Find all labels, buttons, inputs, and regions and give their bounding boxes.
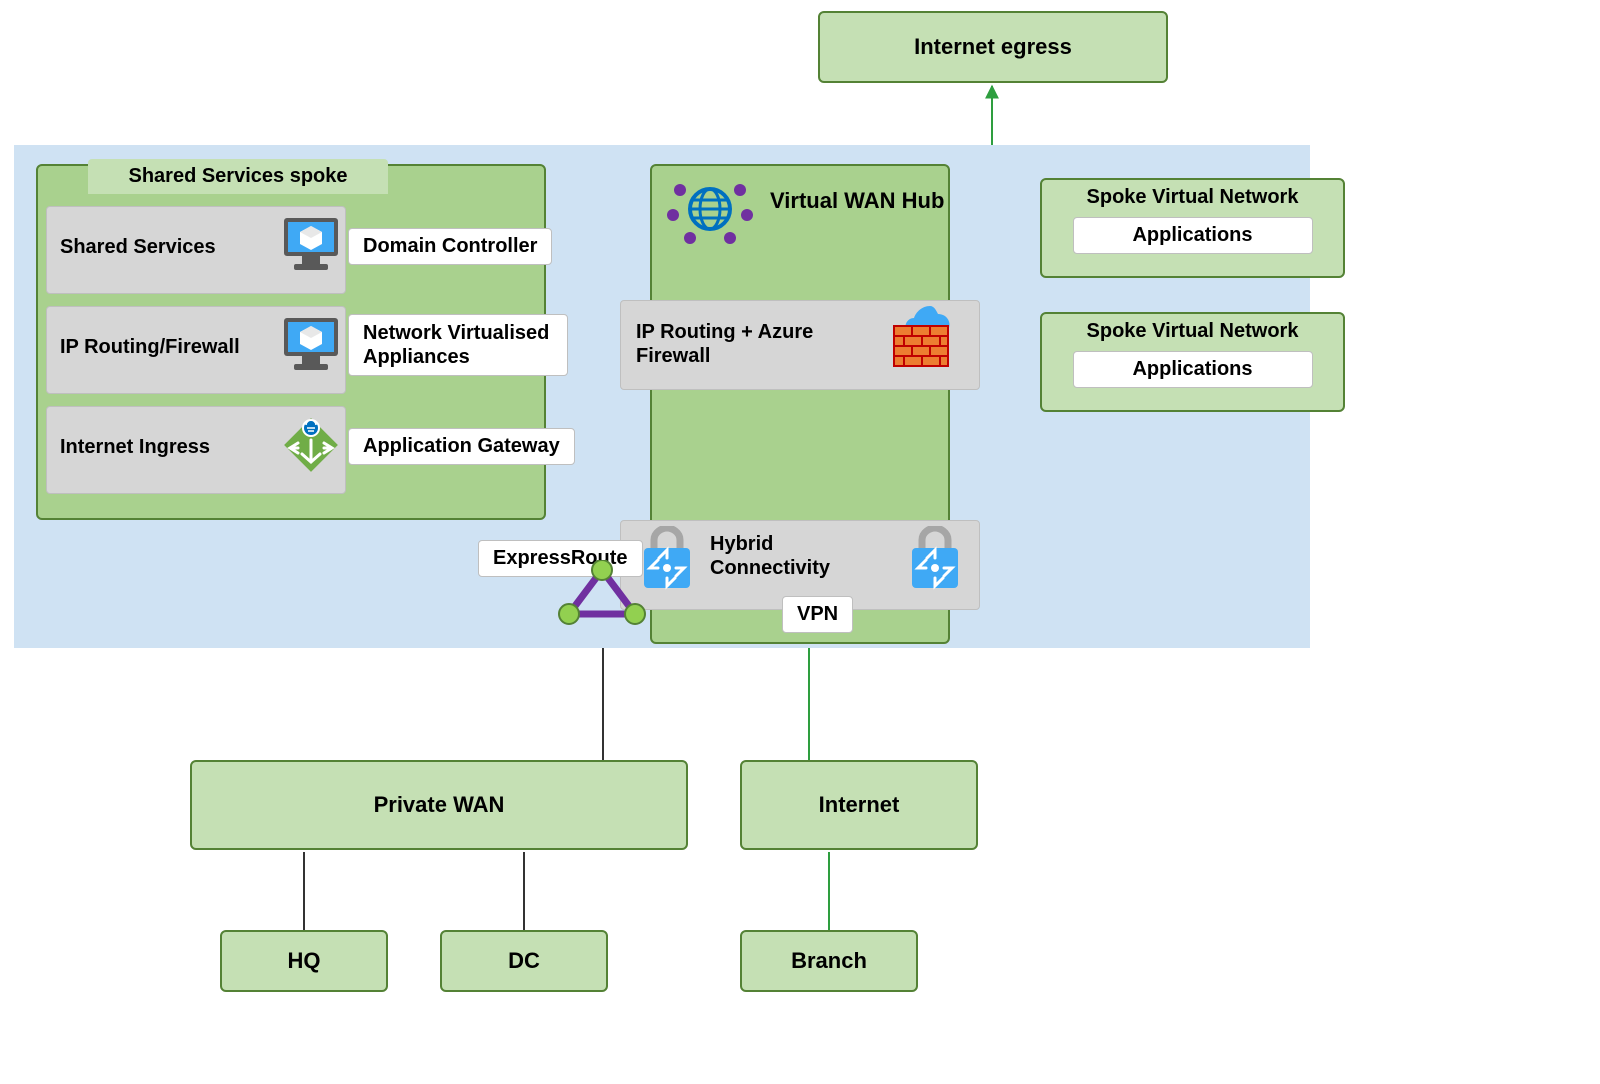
hub-hybrid-label: Hybrid Connectivity: [710, 532, 870, 580]
hub-firewall-label: IP Routing + Azure Firewall: [636, 320, 836, 368]
vpn-label-box: VPN: [782, 596, 853, 633]
internet-ingress-label: Internet Ingress: [60, 436, 210, 459]
spoke-vnet-2: Spoke Virtual Network Applications: [1040, 312, 1345, 412]
monitor-cube-icon: [278, 212, 344, 283]
vpn-label: VPN: [797, 603, 838, 626]
spoke-vnet-1-title: Spoke Virtual Network: [1087, 186, 1299, 209]
globe-icon: [665, 170, 755, 253]
spoke-vnet-2-title: Spoke Virtual Network: [1087, 320, 1299, 343]
dc-label: DC: [508, 948, 540, 974]
nva-label: Network Virtualised Appliances: [363, 321, 553, 369]
spoke-vnet-1: Spoke Virtual Network Applications: [1040, 178, 1345, 278]
app-gateway-label: Application Gateway: [363, 435, 560, 458]
hq-box: HQ: [220, 930, 388, 992]
domain-controller-label: Domain Controller: [363, 235, 537, 258]
hub-title: Virtual WAN Hub: [770, 188, 944, 214]
monitor-cube-icon-2: [278, 312, 344, 383]
spoke-vnet-2-apps-label: Applications: [1132, 358, 1252, 381]
spoke-vnet-1-apps-label: Applications: [1132, 224, 1252, 247]
domain-controller-label-box: Domain Controller: [348, 228, 552, 265]
nva-label-box: Network Virtualised Appliances: [348, 314, 568, 376]
spoke-vnet-2-apps: Applications: [1073, 351, 1313, 388]
ip-routing-label: IP Routing/Firewall: [60, 336, 240, 359]
app-gateway-icon: [276, 410, 346, 485]
shared-spoke-title: Shared Services spoke: [128, 165, 347, 188]
branch-box: Branch: [740, 930, 918, 992]
internet-egress-label: Internet egress: [914, 34, 1072, 60]
shared-services-label: Shared Services: [60, 236, 216, 259]
dc-box: DC: [440, 930, 608, 992]
firewall-icon: [880, 300, 960, 379]
private-wan-box: Private WAN: [190, 760, 688, 850]
app-gateway-label-box: Application Gateway: [348, 428, 575, 465]
lock-gateway-icon-right: [904, 526, 966, 597]
shared-spoke-title-bar: Shared Services spoke: [88, 159, 388, 194]
private-wan-label: Private WAN: [374, 792, 505, 818]
internet-label: Internet: [819, 792, 900, 818]
expressroute-icon: [555, 560, 650, 633]
hq-label: HQ: [288, 948, 321, 974]
branch-label: Branch: [791, 948, 867, 974]
spoke-vnet-1-apps: Applications: [1073, 217, 1313, 254]
internet-box: Internet: [740, 760, 978, 850]
internet-egress-box: Internet egress: [818, 11, 1168, 83]
